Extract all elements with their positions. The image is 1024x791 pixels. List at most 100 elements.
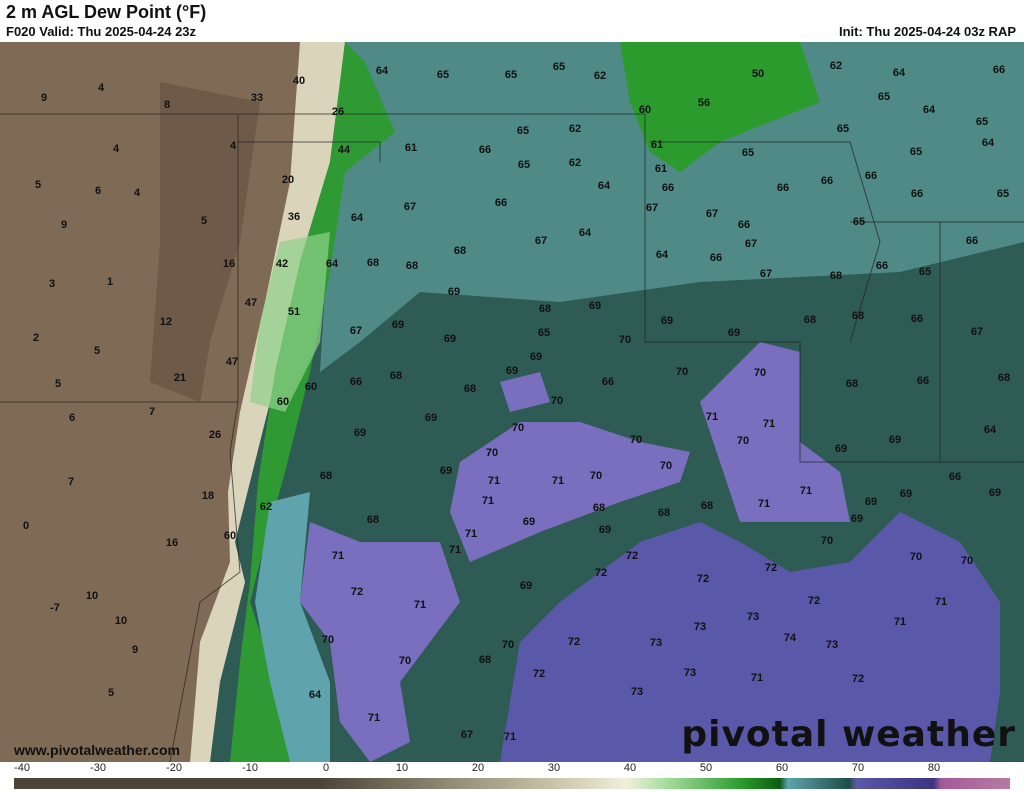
map-shading <box>0 42 1024 762</box>
dew-point-label: 64 <box>655 249 669 261</box>
dew-point-label: 71 <box>331 550 345 562</box>
dew-point-label: 69 <box>588 300 602 312</box>
dew-point-label: 73 <box>825 639 839 651</box>
dew-point-label: 5 <box>200 215 208 227</box>
dew-point-label: 66 <box>910 188 924 200</box>
dew-point-label: 69 <box>529 351 543 363</box>
dew-point-label: 70 <box>550 395 564 407</box>
dew-point-label: 67 <box>645 202 659 214</box>
colorbar-tick: 0 <box>322 762 330 774</box>
dew-point-label: 64 <box>375 65 389 77</box>
dew-point-label: 68 <box>366 257 380 269</box>
dew-point-label: 66 <box>820 175 834 187</box>
dew-point-label: 70 <box>736 435 750 447</box>
dew-point-label: 67 <box>705 208 719 220</box>
dew-point-label: 69 <box>391 319 405 331</box>
colorbar-tick: -10 <box>242 762 258 774</box>
dew-point-label: 40 <box>292 75 306 87</box>
colorbar-tick-labels: -40 -30 -20 -10 0 10 20 30 40 50 60 70 80 <box>0 762 1024 776</box>
dew-point-label: 16 <box>222 258 236 270</box>
dew-point-label: 66 <box>737 219 751 231</box>
dew-point-label: 69 <box>660 315 674 327</box>
dew-point-label: 68 <box>366 514 380 526</box>
dew-point-label: 66 <box>661 182 675 194</box>
valid-time: F020 Valid: Thu 2025-04-24 23z <box>6 24 197 39</box>
dew-point-label: 5 <box>34 179 42 191</box>
dew-point-label: 70 <box>820 535 834 547</box>
dew-point-label: 8 <box>163 99 171 111</box>
dew-point-label: 9 <box>40 92 48 104</box>
dew-point-label: 16 <box>165 537 179 549</box>
dew-point-label: 20 <box>281 174 295 186</box>
dew-point-label: 72 <box>764 562 778 574</box>
dew-point-label: 2 <box>32 332 40 344</box>
dew-point-label: 71 <box>750 672 764 684</box>
dew-point-label: 69 <box>353 427 367 439</box>
dew-point-label: 26 <box>208 429 222 441</box>
dew-point-label: 70 <box>511 422 525 434</box>
dew-point-label: 68 <box>845 378 859 390</box>
dew-point-label: 68 <box>319 470 333 482</box>
dew-point-label: 65 <box>877 91 891 103</box>
dew-point-label: 72 <box>350 586 364 598</box>
dew-point-label: 64 <box>578 227 592 239</box>
dew-point-label: 4 <box>229 140 237 152</box>
dew-point-label: 68 <box>592 502 606 514</box>
dew-point-label: 68 <box>389 370 403 382</box>
dew-point-label: 33 <box>250 92 264 104</box>
dew-point-label: 70 <box>960 555 974 567</box>
dew-point-label: 65 <box>852 216 866 228</box>
dew-point-label: 66 <box>776 182 790 194</box>
dew-point-label: 65 <box>909 146 923 158</box>
dew-point-label: 66 <box>916 375 930 387</box>
pivotal-weather-logo: pivotal weather <box>681 714 1016 755</box>
dew-point-label: 65 <box>996 188 1010 200</box>
dew-point-label: 67 <box>460 729 474 741</box>
dew-point-label: 65 <box>975 116 989 128</box>
dew-point-label: 62 <box>568 157 582 169</box>
dew-point-label: 62 <box>829 60 843 72</box>
dew-point-label: 67 <box>534 235 548 247</box>
dew-point-label: 73 <box>630 686 644 698</box>
dew-point-label: 69 <box>598 524 612 536</box>
dew-point-label: 71 <box>705 411 719 423</box>
dew-point-label: 73 <box>649 637 663 649</box>
dew-point-label: 71 <box>487 475 501 487</box>
dew-point-map[interactable]: 9 4 8 4 5 6 4 9 5 3 1 16 12 2 5 5 21 47 7 6 26 7 18 0 16 -7 10 10 9 5… <box>0 42 1024 762</box>
dew-point-label: 64 <box>892 67 906 79</box>
dew-point-label: 72 <box>567 636 581 648</box>
dew-point-label: 66 <box>709 252 723 264</box>
dew-point-label: 68 <box>405 260 419 272</box>
dew-point-label: 69 <box>519 580 533 592</box>
website-credit: www.pivotalweather.com <box>14 742 180 758</box>
dew-point-label: 64 <box>350 212 364 224</box>
dew-point-label: 9 <box>131 644 139 656</box>
dew-point-label: 66 <box>875 260 889 272</box>
dew-point-label: 64 <box>597 180 611 192</box>
dew-point-label: 66 <box>349 376 363 388</box>
dew-point-label: 4 <box>97 82 105 94</box>
dew-point-label: 12 <box>159 316 173 328</box>
dew-point-label: 66 <box>494 197 508 209</box>
dew-point-label: 72 <box>625 550 639 562</box>
dew-point-label: 71 <box>799 485 813 497</box>
dew-point-label: 67 <box>349 325 363 337</box>
dew-point-label: 69 <box>522 516 536 528</box>
dew-point-label: 18 <box>201 490 215 502</box>
dew-point-label: 71 <box>893 616 907 628</box>
dew-point-label: 56 <box>697 97 711 109</box>
dew-point-label: 71 <box>757 498 771 510</box>
dew-point-label: 36 <box>287 211 301 223</box>
dew-point-label: 7 <box>67 476 75 488</box>
dew-point-label: 71 <box>934 596 948 608</box>
dew-point-label: 64 <box>308 689 322 701</box>
dew-point-label: 73 <box>746 611 760 623</box>
dew-point-label: 0 <box>22 520 30 532</box>
dew-point-label: 50 <box>751 68 765 80</box>
dew-point-label: 69 <box>864 496 878 508</box>
dew-point-label: 71 <box>367 712 381 724</box>
dew-point-label: 44 <box>337 144 351 156</box>
dew-point-label: 69 <box>727 327 741 339</box>
dew-point-label: 67 <box>970 326 984 338</box>
dew-point-label: 1 <box>106 276 114 288</box>
